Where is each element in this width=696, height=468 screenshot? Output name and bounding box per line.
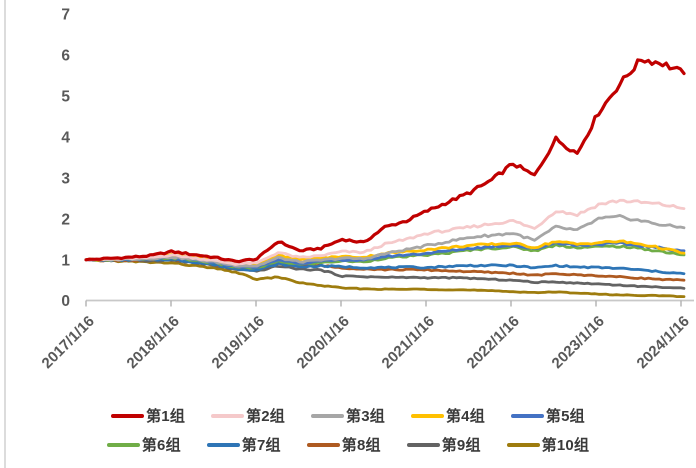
legend-swatch-10 bbox=[506, 443, 540, 447]
legend-row-2: 第6组 第7组 第8组 第9组 第10组 bbox=[106, 431, 590, 459]
x-axis-tick-label: 2020/1/16 bbox=[294, 313, 353, 372]
legend-item-4: 第4组 bbox=[410, 407, 485, 425]
legend-item-9: 第9组 bbox=[406, 436, 481, 454]
legend-label-5: 第5组 bbox=[545, 407, 585, 425]
legend-label-2: 第2组 bbox=[246, 407, 286, 425]
y-axis-label: 6 bbox=[61, 48, 70, 65]
legend-item-3: 第3组 bbox=[311, 409, 385, 424]
legend-label-3: 第3组 bbox=[346, 407, 385, 425]
legend-swatch-5 bbox=[510, 414, 544, 418]
y-axis-label: 1 bbox=[61, 252, 70, 269]
x-axis-tick-label: 2021/1/16 bbox=[379, 313, 438, 372]
legend-item-2: 第2组 bbox=[211, 409, 285, 424]
y-axis-label: 4 bbox=[61, 129, 70, 146]
legend-label-10: 第10组 bbox=[541, 436, 590, 454]
legend-label-9: 第9组 bbox=[441, 436, 481, 454]
legend-item-6: 第6组 bbox=[106, 436, 181, 454]
y-axis-label: 3 bbox=[61, 170, 70, 187]
x-axis-tick-label: 2022/1/16 bbox=[464, 313, 523, 372]
series-line-10 bbox=[84, 257, 686, 299]
legend-swatch-9 bbox=[406, 443, 440, 447]
x-axis-tick-label: 2019/1/16 bbox=[209, 313, 268, 372]
legend-swatch-1 bbox=[111, 414, 145, 418]
legend-label-8: 第8组 bbox=[341, 436, 381, 454]
x-axis-tick-label: 2024/1/16 bbox=[634, 313, 693, 372]
legend-item-7: 第7组 bbox=[206, 436, 281, 454]
legend-swatch-7 bbox=[206, 443, 240, 447]
series-line-1 bbox=[84, 58, 686, 264]
y-axis-label: 2 bbox=[61, 211, 70, 228]
legend-row-1: 第1组 第2组 第3组 第4组 第5组 bbox=[111, 402, 585, 430]
legend-swatch-2 bbox=[211, 414, 245, 418]
legend-item-5: 第5组 bbox=[510, 407, 585, 425]
legend-swatch-6 bbox=[106, 443, 140, 447]
legend-item-10: 第10组 bbox=[506, 436, 590, 454]
series-line-2 bbox=[84, 198, 686, 266]
legend-swatch-3 bbox=[311, 414, 345, 418]
chart-legend: 第1组 第2组 第3组 第4组 第5组 第6组 第7组 第8组 第9组 第10组 bbox=[0, 402, 696, 459]
legend-swatch-8 bbox=[306, 443, 340, 447]
line-chart-area: 0 1 2 3 4 5 6 7 2017/1/16 2018/1/16 2019/1/16 2020/… bbox=[39, 7, 694, 372]
legend-label-1: 第1组 bbox=[146, 407, 186, 425]
legend-item-8: 第8组 bbox=[306, 436, 381, 454]
y-axis-label: 7 bbox=[61, 7, 70, 24]
legend-swatch-4 bbox=[410, 414, 444, 418]
line-chart-svg: 0 1 2 3 4 5 6 7 2017/1/16 2018/1/16 2019/1/16 2020/… bbox=[39, 7, 694, 372]
window-left-border bbox=[4, 0, 6, 468]
legend-label-6: 第6组 bbox=[141, 436, 181, 454]
legend-item-1: 第1组 bbox=[111, 409, 185, 424]
series-line-7 bbox=[84, 257, 686, 276]
legend-label-7: 第7组 bbox=[241, 436, 281, 454]
legend-label-4: 第4组 bbox=[445, 407, 485, 425]
x-axis-tick-label: 2018/1/16 bbox=[124, 313, 183, 372]
x-axis-tick-label: 2017/1/16 bbox=[39, 313, 98, 372]
y-axis-label: 0 bbox=[61, 293, 70, 310]
x-axis-tick-label: 2023/1/16 bbox=[549, 313, 608, 372]
y-axis-label: 5 bbox=[61, 89, 70, 106]
